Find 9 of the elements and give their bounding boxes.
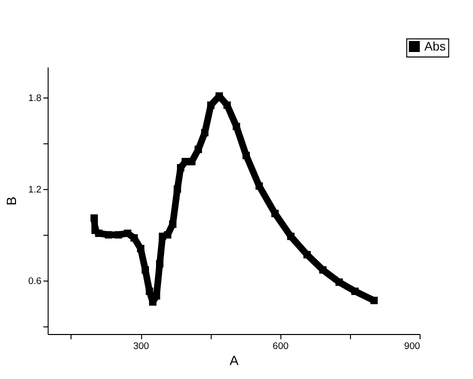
x-tick-label: 900 (404, 340, 420, 352)
y-tick-label: 0.6 (28, 276, 42, 287)
x-tick-label: 300 (133, 340, 150, 352)
legend-label: Abs (424, 39, 446, 54)
y-tick-label: 1.8 (28, 92, 42, 104)
x-axis-title: A (230, 353, 239, 368)
y-tick-label: 1.2 (28, 184, 42, 196)
y-axis-title: B (4, 196, 19, 206)
x-tick-label: 600 (272, 340, 289, 352)
